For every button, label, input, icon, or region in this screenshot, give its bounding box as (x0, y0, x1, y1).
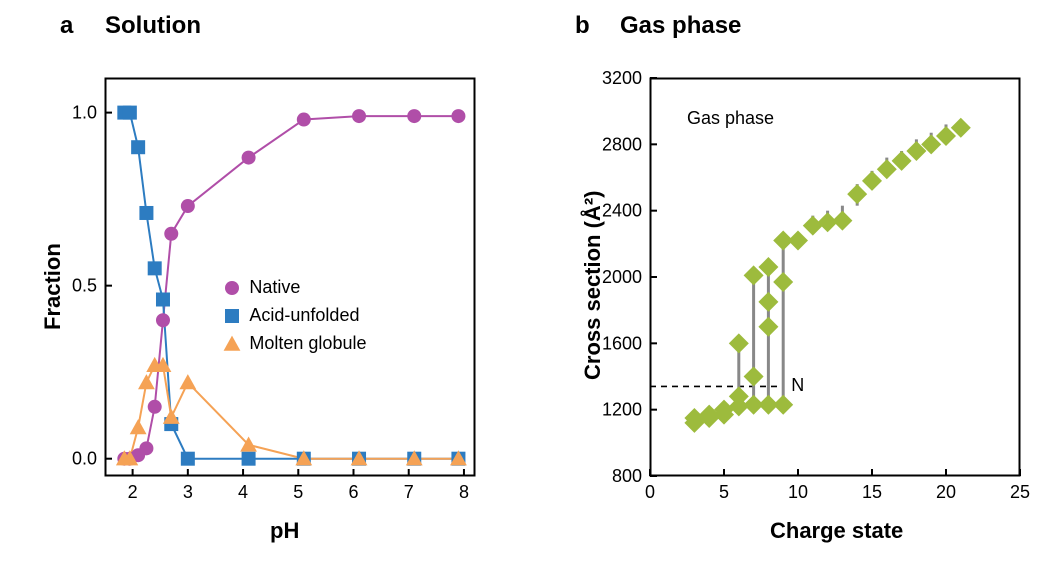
panel-b-title: Gas phase (620, 12, 741, 40)
svg-text:2400: 2400 (602, 201, 642, 221)
legend-label-native: Native (249, 277, 300, 298)
legend-entry-acid: Acid-unfolded (223, 305, 359, 326)
svg-text:10: 10 (788, 482, 808, 502)
svg-text:1.0: 1.0 (72, 103, 97, 123)
svg-text:2: 2 (128, 482, 138, 502)
svg-text:4: 4 (238, 482, 248, 502)
svg-text:1200: 1200 (602, 400, 642, 420)
legend-entry-molten: Molten globule (223, 333, 366, 354)
panel-a-xlabel: pH (270, 518, 299, 544)
svg-text:0.0: 0.0 (72, 449, 97, 469)
svg-text:3: 3 (183, 482, 193, 502)
svg-text:25: 25 (1010, 482, 1030, 502)
molten-marker-icon (223, 335, 241, 353)
figure-root: a Solution Fraction pH 23456780.00.51.0 … (0, 0, 1050, 583)
svg-text:5: 5 (719, 482, 729, 502)
svg-text:7: 7 (404, 482, 414, 502)
legend-label-molten: Molten globule (249, 333, 366, 354)
svg-text:5: 5 (293, 482, 303, 502)
svg-text:15: 15 (862, 482, 882, 502)
svg-text:1600: 1600 (602, 333, 642, 353)
svg-text:6: 6 (348, 482, 358, 502)
acid-marker-icon (223, 307, 241, 325)
panel-b-plot: 0 5 10 15 20 25 800 1200 1600 2000 2400 2800 3200 (590, 68, 1030, 511)
panel-a-letter: a (60, 12, 73, 40)
svg-text:0: 0 (645, 482, 655, 502)
native-marker-icon (223, 279, 241, 297)
svg-text:2800: 2800 (602, 134, 642, 154)
svg-text:8: 8 (459, 482, 469, 502)
panel-a-title: Solution (105, 12, 201, 40)
svg-text:0.5: 0.5 (72, 276, 97, 296)
legend-label-acid: Acid-unfolded (249, 305, 359, 326)
svg-text:20: 20 (936, 482, 956, 502)
legend-entry-native: Native (223, 277, 300, 298)
svg-text:3200: 3200 (602, 68, 642, 88)
panel-b-letter: b (575, 12, 590, 40)
svg-text:2000: 2000 (602, 267, 642, 287)
panel-b-inner-label: Gas phase (687, 108, 774, 129)
panel-b-n-annotation-label: N (791, 375, 804, 396)
panel-b-xlabel: Charge state (770, 518, 903, 544)
svg-text:800: 800 (612, 466, 642, 486)
